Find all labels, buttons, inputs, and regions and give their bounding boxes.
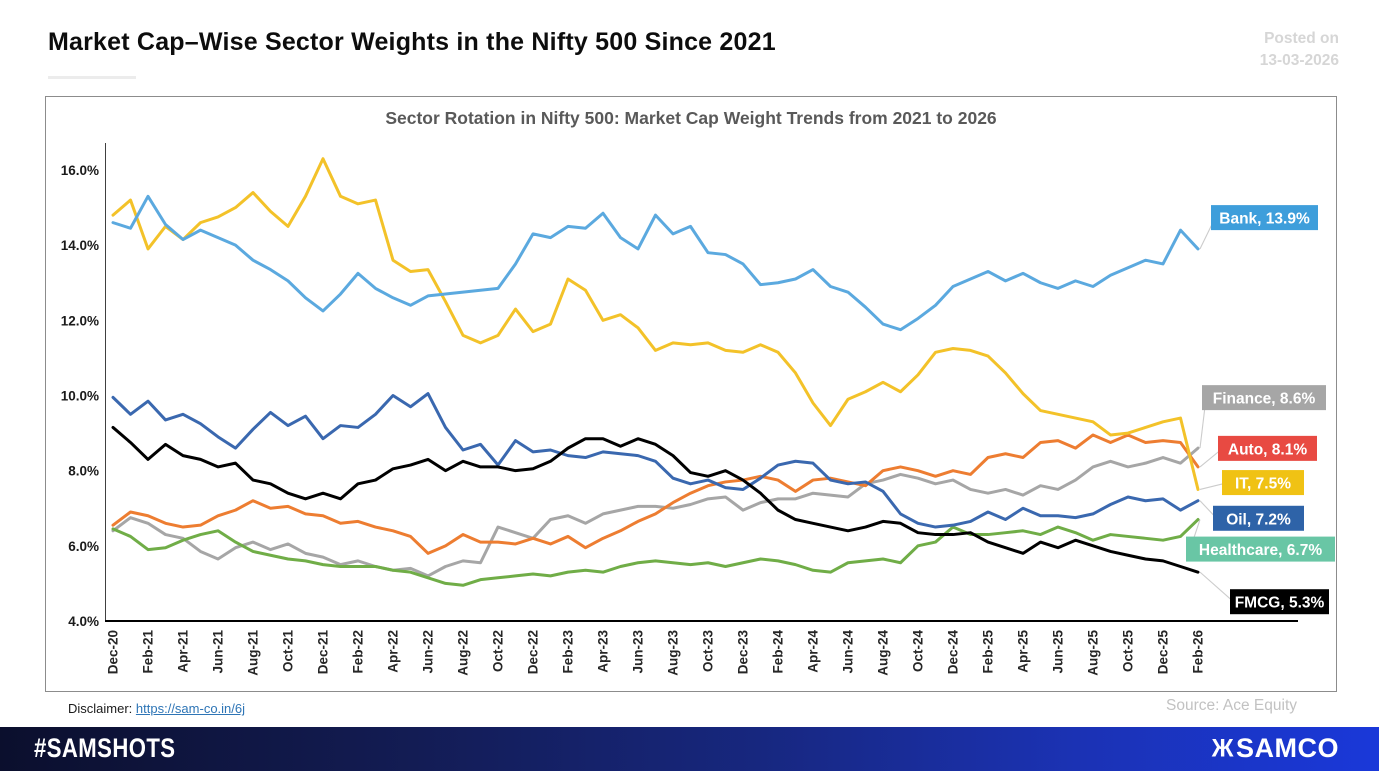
- disclaimer: Disclaimer: https://sam-co.in/6j: [68, 701, 245, 716]
- svg-text:Healthcare, 6.7%: Healthcare, 6.7%: [1199, 542, 1322, 559]
- page-title: Market Cap–Wise Sector Weights in the Ni…: [48, 28, 776, 56]
- svg-text:Feb-23: Feb-23: [561, 630, 576, 674]
- svg-text:Feb-25: Feb-25: [981, 630, 996, 674]
- svg-text:10.0%: 10.0%: [61, 389, 99, 404]
- svg-text:Sector Rotation in Nifty 500:: Sector Rotation in Nifty 500: Market Cap…: [385, 108, 997, 128]
- svg-text:Feb-22: Feb-22: [351, 630, 366, 674]
- samshots-hashtag: #SAMSHOTS: [34, 733, 176, 763]
- samco-wordmark: SAMCO: [1236, 733, 1339, 763]
- source-text: Source: Ace Equity: [1166, 697, 1297, 714]
- svg-text:14.0%: 14.0%: [61, 238, 99, 253]
- sector-weights-chart: Sector Rotation in Nifty 500: Market Cap…: [61, 108, 1335, 676]
- svg-text:Aug-24: Aug-24: [876, 630, 891, 676]
- svg-text:Apr-21: Apr-21: [176, 630, 191, 673]
- svg-text:Dec-25: Dec-25: [1156, 630, 1171, 675]
- svg-text:4.0%: 4.0%: [68, 614, 99, 629]
- svg-text:Aug-22: Aug-22: [456, 630, 471, 676]
- posted-on-label: Posted on: [1264, 30, 1339, 47]
- svg-text:Dec-24: Dec-24: [946, 630, 961, 675]
- svg-text:Jun-23: Jun-23: [631, 630, 646, 674]
- svg-text:Oil, 7.2%: Oil, 7.2%: [1226, 511, 1291, 528]
- svg-text:Feb-24: Feb-24: [771, 630, 786, 674]
- title-underline: [48, 76, 136, 79]
- svg-text:Dec-22: Dec-22: [526, 630, 541, 674]
- samco-logo: Ж SAMCO: [1212, 733, 1339, 764]
- svg-text:Bank, 13.9%: Bank, 13.9%: [1219, 211, 1310, 228]
- svg-text:Jun-21: Jun-21: [211, 630, 226, 674]
- svg-text:Aug-25: Aug-25: [1086, 630, 1101, 676]
- svg-text:Apr-24: Apr-24: [806, 630, 821, 673]
- svg-text:Apr-22: Apr-22: [386, 630, 401, 673]
- svg-text:Jun-24: Jun-24: [841, 630, 856, 674]
- svg-text:Auto, 8.1%: Auto, 8.1%: [1228, 441, 1307, 458]
- svg-text:Dec-23: Dec-23: [736, 630, 751, 675]
- svg-text:Aug-23: Aug-23: [666, 630, 681, 676]
- svg-text:Oct-25: Oct-25: [1121, 630, 1136, 673]
- svg-text:Apr-25: Apr-25: [1016, 630, 1031, 673]
- svg-text:8.0%: 8.0%: [68, 464, 99, 479]
- svg-text:6.0%: 6.0%: [68, 539, 99, 554]
- posted-on-date: 13-03-2026: [1259, 52, 1339, 70]
- svg-text:Oct-23: Oct-23: [701, 630, 716, 673]
- svg-text:Oct-24: Oct-24: [911, 630, 926, 673]
- posted-on: Posted on 13-03-2026: [1260, 28, 1339, 73]
- svg-text:Aug-21: Aug-21: [246, 630, 261, 676]
- disclaimer-link[interactable]: https://sam-co.in/6j: [135, 701, 246, 716]
- svg-text:IT, 7.5%: IT, 7.5%: [1235, 476, 1291, 493]
- svg-text:Oct-22: Oct-22: [491, 630, 506, 672]
- svg-text:FMCG, 5.3%: FMCG, 5.3%: [1235, 595, 1325, 612]
- svg-text:Jun-25: Jun-25: [1051, 630, 1066, 674]
- svg-text:Apr-23: Apr-23: [596, 630, 611, 673]
- svg-text:16.0%: 16.0%: [61, 163, 99, 178]
- chart-frame: Sector Rotation in Nifty 500: Market Cap…: [45, 96, 1337, 692]
- svg-text:Feb-21: Feb-21: [141, 630, 156, 674]
- svg-text:Oct-21: Oct-21: [281, 630, 296, 673]
- svg-text:12.0%: 12.0%: [61, 313, 99, 328]
- svg-text:Finance, 8.6%: Finance, 8.6%: [1213, 391, 1316, 408]
- disclaimer-label: Disclaimer:: [68, 701, 136, 716]
- svg-text:Feb-26: Feb-26: [1191, 630, 1206, 674]
- svg-text:Dec-20: Dec-20: [106, 630, 121, 674]
- svg-text:Dec-21: Dec-21: [316, 630, 331, 675]
- samco-logo-icon: Ж: [1211, 733, 1234, 763]
- bottom-bar: #SAMSHOTS Ж SAMCO: [0, 727, 1379, 771]
- svg-text:Jun-22: Jun-22: [421, 630, 436, 674]
